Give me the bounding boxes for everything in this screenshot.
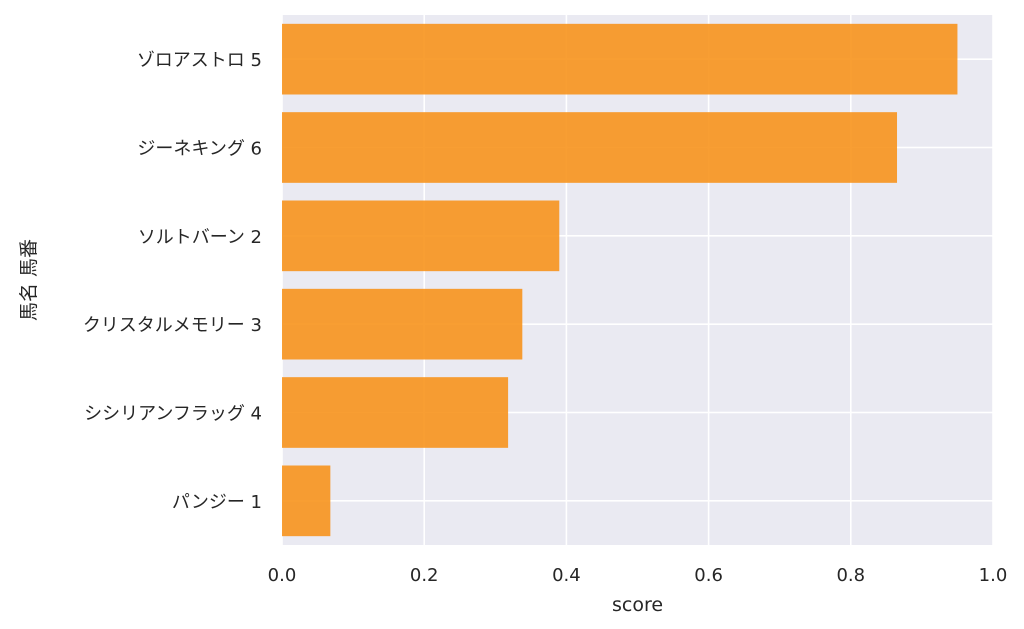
x-tick-label: 0.6 — [694, 565, 723, 586]
bar — [282, 465, 331, 537]
y-tick-label: シシリアンフラッグ 4 — [84, 404, 262, 425]
y-axis-label: 馬名 馬番 — [18, 239, 40, 321]
bar — [282, 377, 509, 448]
x-axis-label: score — [612, 594, 663, 616]
x-tick-label: 0.0 — [268, 565, 297, 586]
y-tick-label: クリスタルメモリー 3 — [83, 315, 262, 336]
x-tick-label: 0.2 — [410, 565, 439, 586]
x-tick-label: 1.0 — [979, 565, 1008, 586]
vertical-gridlines — [281, 15, 994, 545]
plot-area — [282, 15, 993, 545]
bar — [282, 288, 523, 360]
x-tick-label: 0.4 — [552, 565, 581, 586]
y-tick-label: ソルトバーン 2 — [138, 227, 262, 248]
y-tick-labels: ゾロアストロ 5 ジーネキング 6 ソルトバーン 2 クリスタルメモリー 3 シシリアン… — [83, 50, 262, 513]
bar — [282, 23, 958, 95]
x-tick-labels: 0.0 0.2 0.4 0.6 0.8 1.0 — [268, 565, 1008, 586]
bar — [282, 200, 560, 272]
bar — [282, 112, 898, 183]
bars — [282, 23, 958, 537]
y-tick-label: ジーネキング 6 — [137, 139, 262, 160]
y-tick-label: ゾロアストロ 5 — [137, 50, 262, 71]
x-tick-label: 0.8 — [836, 565, 865, 586]
y-tick-label: パンジー 1 — [172, 492, 262, 513]
